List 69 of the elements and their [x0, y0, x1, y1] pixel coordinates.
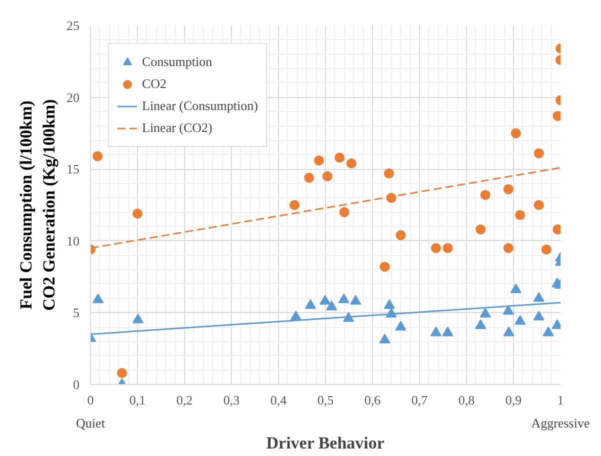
point	[384, 168, 394, 178]
point	[515, 210, 526, 220]
x-tick-label: 0,4	[270, 392, 288, 408]
point	[502, 304, 514, 315]
x-tick-label: 0,3	[223, 392, 240, 408]
point	[326, 300, 338, 310]
point	[379, 334, 390, 344]
y-tick-label: 25	[66, 18, 80, 33]
point	[314, 155, 324, 166]
point	[533, 292, 544, 302]
point	[322, 171, 332, 182]
x-tick-label: 0,6	[364, 392, 382, 408]
legend-label: Linear (CO2)	[142, 120, 212, 136]
x-tick-label: 0,2	[176, 392, 193, 408]
point	[503, 184, 514, 194]
point	[395, 320, 406, 330]
legend-label: Consumption	[142, 54, 212, 70]
x-tick-label: 0,7	[411, 392, 428, 408]
point	[430, 243, 441, 254]
y-tick-label: 0	[73, 377, 80, 392]
point	[503, 326, 514, 336]
point	[476, 224, 486, 234]
x-tick-label: 0,1	[129, 392, 146, 408]
x-axis-title: Driver Behavior	[266, 434, 385, 452]
point	[510, 283, 522, 294]
point	[346, 158, 356, 168]
x-tick-label: 0,5	[317, 392, 334, 408]
point	[384, 299, 395, 309]
point	[339, 207, 350, 218]
point	[475, 319, 486, 330]
text: Quiet	[76, 416, 106, 430]
point	[442, 326, 454, 336]
x-tick-label: 0,9	[505, 392, 522, 408]
point	[514, 315, 526, 325]
legend-label: CO2	[142, 76, 167, 92]
point	[132, 208, 142, 219]
point	[320, 294, 331, 305]
point	[338, 294, 350, 304]
point	[92, 151, 103, 162]
y-axis-title: Fuel Consumption (l/100km) CO2 Generation (Kg/100km)	[16, 99, 58, 311]
x-tick-label: 0,8	[458, 392, 475, 408]
point	[380, 262, 390, 272]
x-tick-label: 0	[87, 392, 94, 408]
point	[132, 314, 144, 324]
y-tick-label: 15	[66, 162, 80, 177]
point	[534, 148, 544, 158]
point	[396, 230, 406, 240]
point	[533, 310, 544, 320]
point	[480, 190, 490, 200]
point	[350, 294, 362, 305]
point	[430, 326, 442, 336]
point	[542, 326, 554, 336]
point	[334, 152, 345, 163]
point	[480, 308, 491, 318]
y-tick-label: 10	[66, 233, 80, 248]
point	[289, 200, 300, 210]
point	[92, 294, 104, 304]
point	[304, 172, 314, 183]
y-tick-label: 5	[73, 305, 80, 320]
legend-label: Linear (Consumption)	[142, 98, 258, 114]
y-tick-label: 20	[66, 90, 80, 105]
point	[510, 128, 521, 138]
point	[304, 299, 316, 309]
x-tick-label: 1	[557, 392, 564, 408]
point	[541, 244, 552, 255]
point	[534, 200, 544, 210]
text: Aggressive	[531, 416, 590, 430]
point	[503, 243, 514, 254]
point	[442, 243, 453, 254]
